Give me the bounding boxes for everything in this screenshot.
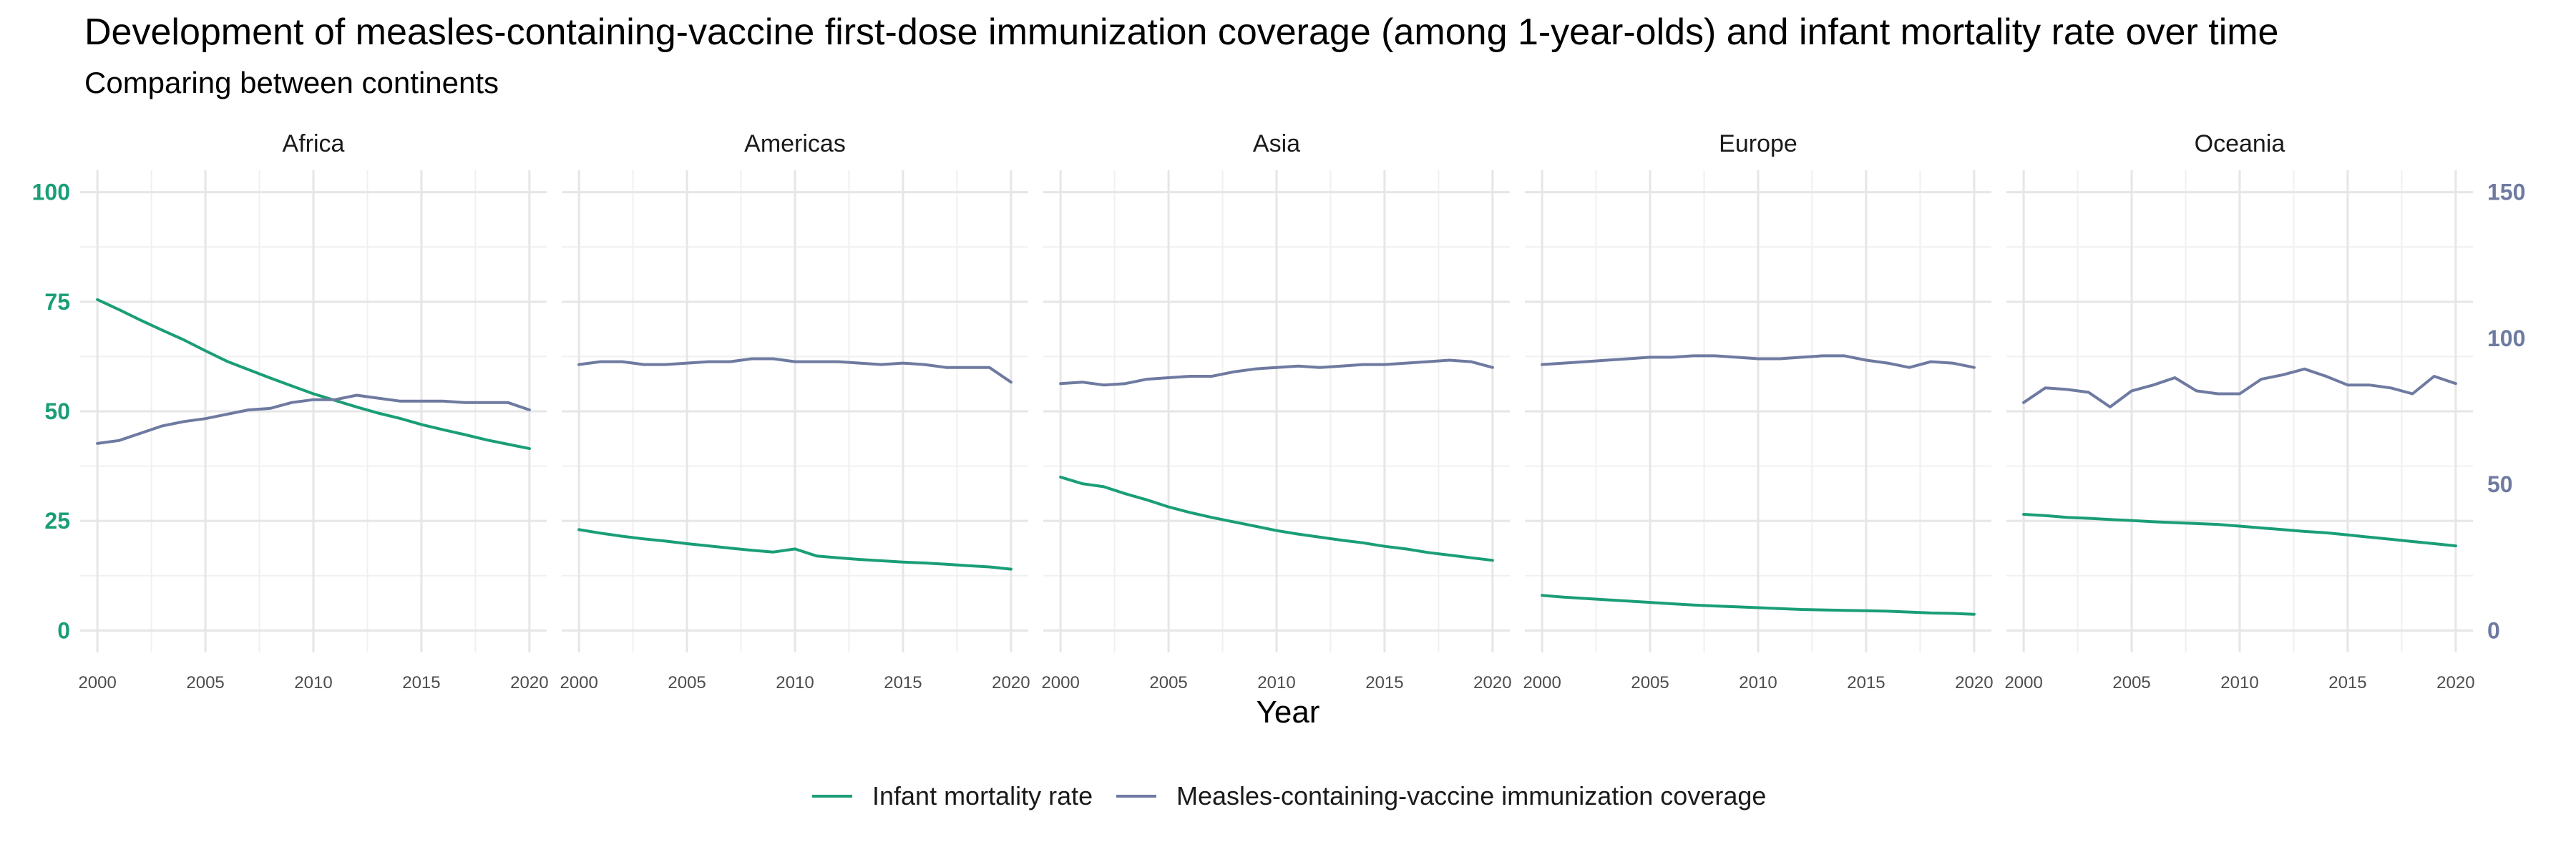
x-tick-label: 2020 — [510, 673, 548, 692]
y-left-tick-label: 50 — [44, 398, 70, 424]
x-tick-label: 2005 — [186, 673, 224, 692]
y-right-tick-label: 0 — [2487, 617, 2500, 643]
x-tick-label: 2020 — [992, 673, 1030, 692]
x-tick-label: 2000 — [2004, 673, 2042, 692]
legend: Infant mortality rate Measles-containing-… — [812, 781, 1766, 810]
legend-label: Measles-containing-vaccine immunization … — [1176, 781, 1766, 810]
legend-label: Infant mortality rate — [872, 781, 1093, 810]
x-tick-label: 2005 — [668, 673, 706, 692]
series-line-imr — [2022, 513, 2457, 548]
y-right-tick-label: 100 — [2487, 325, 2525, 351]
x-axis-label: Year — [1257, 695, 1320, 730]
series-line-mcv — [2022, 367, 2457, 408]
y-right-tick-label: 150 — [2487, 180, 2525, 205]
series-line-imr — [1059, 475, 1494, 562]
x-tick-label: 2020 — [1955, 673, 1993, 692]
y-left-tick-label: 25 — [44, 508, 70, 534]
x-tick-label: 2010 — [776, 673, 814, 692]
x-tick-label: 2005 — [1149, 673, 1187, 692]
facet-label: Asia — [1253, 130, 1300, 157]
x-tick-label: 2020 — [1473, 673, 1511, 692]
y-left-tick-label: 0 — [57, 617, 70, 643]
right-y-axis: 0 50 100 150 — [2487, 180, 2525, 644]
series-line-mcv — [1059, 358, 1494, 387]
x-tick-label: 2015 — [1365, 673, 1403, 692]
y-right-tick-label: 50 — [2487, 471, 2513, 497]
x-tick-label: 2015 — [2328, 673, 2366, 692]
x-tick-label: 2005 — [2112, 673, 2150, 692]
x-tick-label: 2015 — [884, 673, 922, 692]
series-line-mcv — [1541, 354, 1976, 369]
x-tick-label: 2020 — [2436, 673, 2474, 692]
facet-panel-asia: 2000 2005 2010 2015 2020 Asia — [1041, 130, 1511, 692]
facet-panel-oceania: 2000 2005 2010 2015 2020 Oceania — [2004, 130, 2474, 692]
facet-label: Europe — [1719, 130, 1797, 157]
legend-item-imr: Infant mortality rate — [812, 781, 1093, 810]
x-tick-label: 2000 — [560, 673, 597, 692]
series-line-mcv — [96, 393, 531, 445]
series-line-imr — [96, 298, 531, 451]
x-tick-label: 2015 — [402, 673, 440, 692]
series-line-imr — [1541, 594, 1976, 616]
left-y-axis: 0 25 50 75 100 — [32, 180, 70, 644]
chart-title: Development of measles-containing-vaccin… — [84, 11, 2278, 53]
x-tick-label: 2015 — [1847, 673, 1885, 692]
x-tick-label: 2000 — [78, 673, 116, 692]
facet-panel-europe: 2000 2005 2010 2015 2020 Europe — [1523, 130, 1993, 692]
y-left-tick-label: 100 — [32, 180, 70, 205]
facet-label: Africa — [283, 130, 345, 157]
facet-panel-americas: 2000 2005 2010 2015 2020 Americas — [560, 130, 1030, 692]
facet-label: Americas — [744, 130, 846, 157]
y-left-tick-label: 75 — [44, 289, 70, 315]
facet-panel-africa: 2000 2005 2010 2015 2020 Africa — [78, 130, 548, 692]
x-tick-label: 2010 — [294, 673, 332, 692]
x-tick-label: 2000 — [1523, 673, 1561, 692]
facet-label: Oceania — [2195, 130, 2285, 157]
series-line-mcv — [577, 357, 1013, 384]
legend-item-mcv: Measles-containing-vaccine immunization … — [1116, 781, 1766, 810]
x-tick-label: 2010 — [2220, 673, 2258, 692]
x-tick-label: 2010 — [1739, 673, 1777, 692]
x-tick-label: 2000 — [1041, 673, 1079, 692]
x-tick-label: 2010 — [1257, 673, 1295, 692]
x-tick-label: 2005 — [1631, 673, 1669, 692]
chart-subtitle: Comparing between continents — [84, 66, 499, 99]
series-line-imr — [577, 528, 1013, 571]
